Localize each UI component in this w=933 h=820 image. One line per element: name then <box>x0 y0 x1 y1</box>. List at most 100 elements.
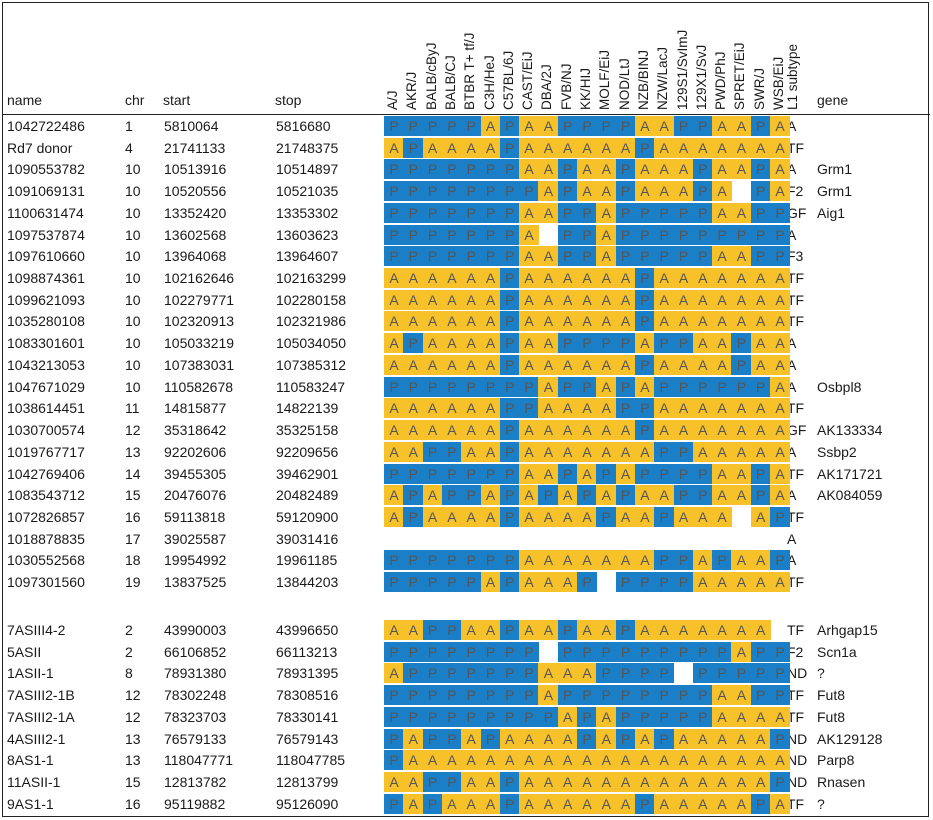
genotype-cell: A <box>557 506 578 527</box>
table-row: 1035280108 10 102320913 102321986 TF A A A A A A P A… <box>0 310 933 332</box>
genotype-cell: P <box>441 620 462 640</box>
table-row: 1097610660 10 13964068 13964607 F3 P P P P P P P A A P… <box>0 245 933 267</box>
genotype-cell: A <box>596 485 617 506</box>
cell-gene: Fut8 <box>817 708 846 725</box>
genotype-cell: P <box>422 572 443 593</box>
genotype-cell: A <box>673 137 694 158</box>
genotype-cell: A <box>596 159 617 180</box>
genotype-cell: P <box>384 641 404 662</box>
cell-name: 1083543712 <box>7 487 85 504</box>
genotype-cell: P <box>615 116 636 136</box>
genotype-cell: P <box>441 641 462 662</box>
genotype-cell: P <box>673 224 694 245</box>
genotype-cell: P <box>384 685 404 706</box>
genotype-cell: A <box>538 246 559 267</box>
genotype-cell: P <box>403 224 424 245</box>
genotype-cell: A <box>634 550 655 571</box>
genotype-cell: P <box>577 641 597 662</box>
genotype-cell: A <box>692 441 713 462</box>
genotype-cell: A <box>673 311 694 332</box>
cell-subtype: A <box>787 226 797 243</box>
genotype-cell: P <box>692 181 713 202</box>
genotype-cell: P <box>615 181 636 202</box>
cell-name: 1072826857 <box>7 508 85 525</box>
genotype-cell: A <box>461 137 482 158</box>
genotype-cell: P <box>750 181 771 202</box>
genotype-cell: A <box>403 398 424 419</box>
genotype-cell: P <box>692 663 713 684</box>
genotype-cell: P <box>499 354 520 375</box>
strain-header: AKR/J <box>404 71 420 110</box>
genotype-cell: P <box>384 376 404 397</box>
table-row: 1098874361 10 102162646 102163299 TF A A A A A A P A… <box>0 267 933 289</box>
genotype-cell: P <box>384 116 404 136</box>
cell-chr: 10 <box>125 335 141 352</box>
genotype-cell: A <box>519 420 540 441</box>
genotype-cell: A <box>615 137 636 158</box>
genotype-cell: P <box>596 333 617 354</box>
genotype-cell: A <box>538 620 559 640</box>
genotype-cell: A <box>519 772 540 793</box>
genotype-cell: P <box>654 376 675 397</box>
genotype-cell: P <box>499 398 520 419</box>
genotype-cell: P <box>750 116 771 136</box>
genotype-cell: A <box>461 772 482 793</box>
genotype-cell: P <box>654 333 675 354</box>
genotype-cell: A <box>441 311 462 332</box>
cell-name: 5ASII <box>7 643 42 660</box>
genotype-cell: P <box>480 685 501 706</box>
genotype-cell: A <box>519 268 540 289</box>
genotype-cell: A <box>577 137 597 158</box>
genotype-cell: A <box>538 572 559 593</box>
genotype-cell: A <box>577 463 597 484</box>
genotype-cell: A <box>519 311 540 332</box>
genotype-cell: P <box>615 706 636 727</box>
strain-header: SPRET/EiJ <box>732 42 748 110</box>
strain-header: BTBR T+ tf/J <box>462 32 478 110</box>
cell-name: 1018878835 <box>7 530 85 547</box>
genotype-cell: A <box>596 706 617 727</box>
genotype-cell: A <box>596 620 617 640</box>
cell-gene: Aig1 <box>817 204 846 221</box>
table-row: 1030700574 12 35318642 35325158 GF AK133334 A A… <box>0 419 933 441</box>
genotype-cell: A <box>461 333 482 354</box>
genotype-cell: A <box>750 398 771 419</box>
genotype-cell: A <box>403 620 424 640</box>
genotype-cell: A <box>673 772 694 793</box>
table-row: 1090553782 10 10513916 10514897 A Grm1 P P P P P P P… <box>0 158 933 180</box>
cell-subtype: ND <box>787 665 808 682</box>
genotype-cell <box>384 529 404 549</box>
genotype-cell: A <box>673 793 694 814</box>
cell-stop: 92209656 <box>276 443 339 460</box>
genotype-cell: P <box>731 376 752 397</box>
genotype-cell: A <box>441 506 462 527</box>
cell-chr: 10 <box>125 378 141 395</box>
genotype-cell: A <box>519 550 540 571</box>
genotype-cell: P <box>615 224 636 245</box>
genotype-cell: P <box>557 376 578 397</box>
genotype-cell: P <box>654 202 675 223</box>
genotype-cell: A <box>557 485 578 506</box>
strain-header: BALB/cByJ <box>423 42 439 110</box>
genotype-cell: A <box>770 376 790 397</box>
cell-chr: 13 <box>125 752 141 769</box>
genotype-cell: P <box>557 159 578 180</box>
genotype-cell: A <box>750 620 771 640</box>
genotype-cell: P <box>634 641 655 662</box>
cell-chr: 2 <box>125 643 133 660</box>
genotype-cell <box>538 529 558 549</box>
genotype-cell: P <box>461 159 482 180</box>
cell-subtype: TF <box>787 622 805 638</box>
genotype-cell: A <box>596 750 617 771</box>
genotype-cell: A <box>673 159 694 180</box>
genotype-cell: A <box>750 420 771 441</box>
genotype-cell: A <box>538 311 559 332</box>
genotype-cell: A <box>538 506 559 527</box>
genotype-cell: A <box>770 572 790 593</box>
cell-name: 1097610660 <box>7 248 85 265</box>
genotype-cell: A <box>403 750 424 771</box>
genotype-cell: A <box>596 202 617 223</box>
genotype-cell: P <box>577 485 597 506</box>
genotype-cell: A <box>480 398 501 419</box>
genotype-cell: P <box>480 550 501 571</box>
